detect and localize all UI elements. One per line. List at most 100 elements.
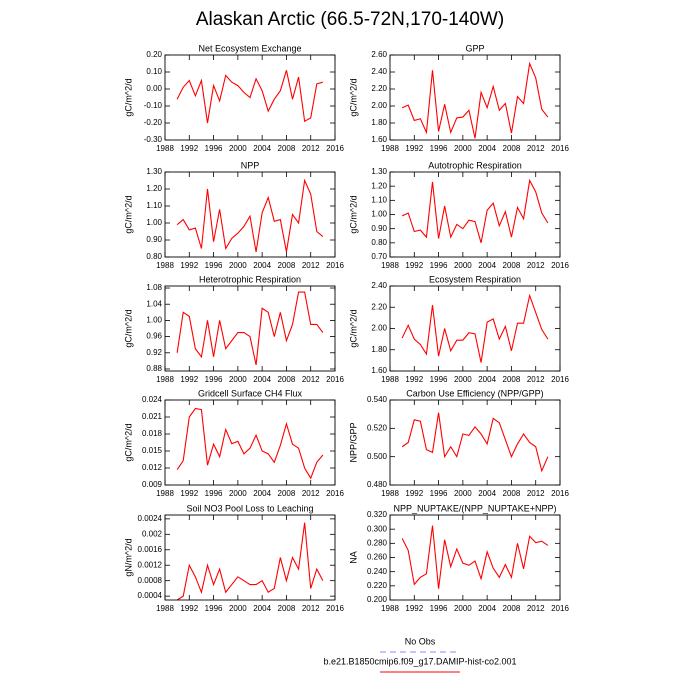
x-tick-label: 1996 (430, 604, 448, 613)
y-tick-label: 1.00 (371, 210, 387, 219)
y-tick-label: 0.20 (146, 50, 162, 59)
x-tick-label: 2012 (527, 604, 545, 613)
y-tick-label: 0.0004 (138, 591, 163, 600)
x-tick-label: 1988 (381, 261, 399, 270)
x-tick-label: 2012 (302, 489, 320, 498)
x-tick-label: 1992 (405, 604, 423, 613)
panel-title: NPP_NUPTAKE/(NPP_NUPTAKE+NPP) (394, 503, 557, 513)
data-line (176, 407, 324, 480)
x-tick-label: 1996 (205, 375, 223, 384)
x-tick-label: 2004 (478, 489, 496, 498)
data-line (176, 522, 324, 601)
x-tick-label: 2000 (229, 144, 247, 153)
y-axis-label: gC/m^2/d (348, 195, 358, 233)
y-tick-label: 0.015 (142, 446, 163, 455)
x-tick-label: 2008 (278, 604, 296, 613)
y-tick-label: 1.08 (146, 283, 162, 292)
y-tick-label: 0.0024 (138, 514, 163, 523)
plot-frame (164, 54, 336, 141)
y-tick-label: 2.40 (371, 67, 387, 76)
y-tick-label: 1.20 (371, 181, 387, 190)
x-tick-label: 2016 (326, 489, 344, 498)
x-tick-label: 1996 (205, 604, 223, 613)
x-tick-label: 2008 (503, 375, 521, 384)
x-tick-label: 2016 (551, 144, 569, 153)
y-tick-label: 0.024 (142, 395, 163, 404)
x-tick-label: 1988 (156, 375, 174, 384)
y-tick-label: 0.90 (371, 224, 387, 233)
x-tick-label: 2000 (229, 375, 247, 384)
panel-title: Heterotrophic Respiration (199, 274, 301, 284)
y-tick-label: 2.20 (371, 302, 387, 311)
y-axis-label: gC/m^2/d (348, 309, 358, 347)
y-tick-label: 1.10 (146, 201, 162, 210)
x-tick-label: 2000 (229, 261, 247, 270)
y-tick-label: 0.021 (142, 412, 163, 421)
x-tick-label: 2008 (278, 375, 296, 384)
panel-title: GPP (465, 43, 484, 53)
y-tick-label: 0.0008 (138, 576, 163, 585)
x-tick-label: 2012 (302, 261, 320, 270)
x-tick-label: 1992 (180, 375, 198, 384)
x-tick-label: 2012 (527, 489, 545, 498)
plot-frame (389, 514, 561, 601)
y-tick-label: 2.60 (371, 50, 387, 59)
data-line (401, 178, 549, 243)
y-tick-label: 0.92 (146, 348, 162, 357)
x-tick-label: 2012 (527, 375, 545, 384)
plot-frame (389, 171, 561, 258)
x-tick-label: 1992 (405, 261, 423, 270)
panel-title: Soil NO3 Pool Loss to Leaching (186, 503, 313, 513)
y-tick-label: 0.220 (367, 581, 388, 590)
plot-frame (389, 54, 561, 141)
x-tick-label: 2016 (326, 261, 344, 270)
x-tick-label: 1992 (180, 489, 198, 498)
data-line (176, 178, 324, 253)
y-tick-label: 0.90 (146, 235, 162, 244)
x-tick-label: 1996 (205, 144, 223, 153)
y-tick-label: 0.012 (142, 463, 163, 472)
x-tick-label: 2000 (229, 604, 247, 613)
x-tick-label: 2000 (454, 604, 472, 613)
x-tick-label: 2004 (478, 261, 496, 270)
x-tick-label: 1996 (430, 375, 448, 384)
panel-title: Net Ecosystem Exchange (198, 43, 301, 53)
y-tick-label: -0.20 (144, 118, 163, 127)
x-tick-label: 1988 (156, 489, 174, 498)
y-tick-label: 1.00 (146, 316, 162, 325)
x-tick-label: 1988 (381, 144, 399, 153)
y-tick-label: 0.018 (142, 429, 163, 438)
x-tick-label: 2016 (326, 144, 344, 153)
x-tick-label: 2016 (551, 604, 569, 613)
y-tick-label: 0.260 (367, 553, 388, 562)
x-tick-label: 2008 (503, 261, 521, 270)
y-tick-label: 2.20 (371, 84, 387, 93)
y-tick-label: 0.80 (371, 238, 387, 247)
y-axis-label: gC/m^2/d (123, 423, 133, 461)
x-tick-label: 2004 (478, 144, 496, 153)
x-tick-label: 1996 (205, 489, 223, 498)
x-tick-label: 1988 (381, 604, 399, 613)
panel-title: NPP (241, 160, 260, 170)
panel-title: Gridcell Surface CH4 Flux (198, 388, 303, 398)
x-tick-label: 1988 (156, 261, 174, 270)
x-tick-label: 2000 (454, 489, 472, 498)
x-tick-label: 2008 (503, 489, 521, 498)
y-tick-label: 0.240 (367, 567, 388, 576)
y-tick-label: 0.70 (371, 252, 387, 261)
x-tick-label: 2004 (253, 144, 271, 153)
x-tick-label: 1996 (430, 489, 448, 498)
y-tick-label: 0.0016 (138, 545, 163, 554)
x-tick-label: 2016 (326, 604, 344, 613)
y-axis-label: NA (348, 551, 358, 564)
data-line (401, 293, 549, 363)
panel-title: Carbon Use Efficiency (NPP/GPP) (406, 388, 543, 398)
x-tick-label: 1988 (156, 144, 174, 153)
x-tick-label: 2000 (454, 144, 472, 153)
y-tick-label: 2.00 (371, 324, 387, 333)
x-tick-label: 2008 (278, 144, 296, 153)
y-tick-label: 0.0012 (138, 560, 163, 569)
x-tick-label: 1992 (405, 144, 423, 153)
y-tick-label: -0.30 (144, 135, 163, 144)
plot-frame (164, 171, 336, 258)
